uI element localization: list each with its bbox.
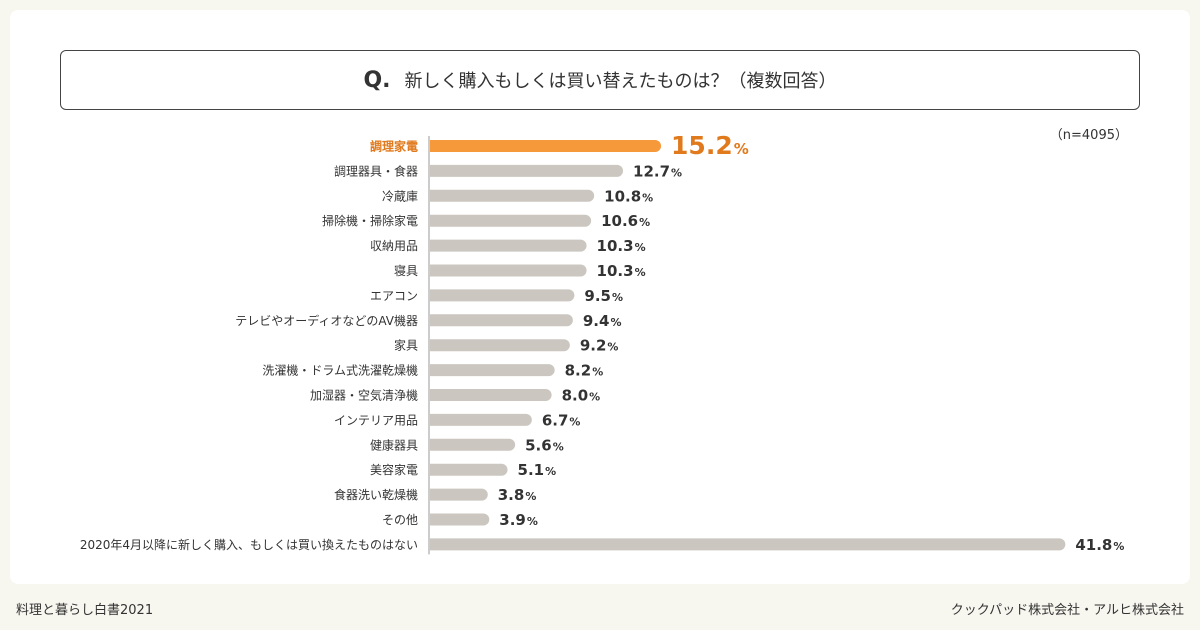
- category-label: 冷蔵庫: [382, 189, 418, 203]
- chart-card: Q. 新しく購入もしくは買い替えたものは？（複数回答） （n=4095） 調理家…: [10, 10, 1190, 584]
- bar: [430, 289, 575, 302]
- value-label: 41.8%: [1075, 536, 1124, 554]
- category-label: 洗濯機・ドラム式洗濯乾燥機: [262, 363, 418, 378]
- bar: [430, 413, 532, 426]
- bar: [430, 538, 1066, 551]
- value-label: 9.4%: [583, 312, 622, 330]
- value-label: 12.7%: [633, 162, 682, 180]
- bar: [430, 214, 592, 227]
- category-label: 美容家電: [370, 462, 418, 477]
- value-label-highlight: 15.2%: [671, 131, 749, 160]
- category-label: 家具: [394, 338, 418, 353]
- category-label: 調理器具・食器: [334, 163, 418, 178]
- sample-size: （n=4095）: [1049, 128, 1128, 143]
- bar-chart: 調理家電 15.2% 調理器具・食器 12.7% 冷蔵庫 10.8% 掃除機・掃除家電 10.…: [80, 131, 1124, 555]
- bar: [430, 389, 552, 401]
- category-label: 健康器具: [370, 437, 418, 452]
- value-label: 10.3%: [597, 262, 646, 280]
- category-label: 調理家電: [370, 139, 418, 154]
- bar: [430, 438, 516, 451]
- value-label: 3.9%: [499, 511, 538, 529]
- value-label: 5.1%: [518, 461, 557, 479]
- category-label: 加湿器・空気清浄機: [310, 388, 418, 403]
- bar: [430, 339, 570, 352]
- value-label: 8.2%: [565, 362, 604, 380]
- category-label: 2020年4月以降に新しく購入、もしくは買い換えたものはない: [80, 537, 418, 552]
- question-text: 新しく購入もしくは買い替えたものは？（複数回答）: [404, 71, 837, 92]
- source-title: 料理と暮らし白書2021: [16, 603, 154, 618]
- value-label: 10.8%: [604, 187, 653, 205]
- bar: [430, 164, 624, 177]
- category-label: 寝具: [394, 263, 418, 278]
- value-label: 9.2%: [580, 337, 619, 355]
- value-label: 3.8%: [498, 486, 537, 504]
- source-companies: クックパッド株式会社・アルヒ株式会社: [950, 603, 1184, 618]
- category-label: テレビやオーディオなどのAV機器: [235, 313, 418, 328]
- bar: [430, 189, 595, 202]
- category-label: エアコン: [370, 289, 418, 303]
- category-label: その他: [382, 513, 418, 527]
- bar: [430, 140, 662, 152]
- value-label: 10.6%: [601, 212, 650, 230]
- category-label: インテリア用品: [334, 413, 418, 427]
- value-label: 10.3%: [597, 237, 646, 255]
- bar: [430, 264, 587, 277]
- category-label: 収納用品: [370, 239, 418, 253]
- category-label: 食器洗い乾燥機: [334, 487, 418, 502]
- bar: [430, 239, 587, 252]
- bar: [430, 513, 490, 526]
- value-label: 9.5%: [584, 287, 623, 305]
- question-mark: Q.: [363, 67, 391, 93]
- question-box: Q. 新しく購入もしくは買い替えたものは？（複数回答）: [60, 50, 1140, 110]
- category-label: 掃除機・掃除家電: [322, 213, 418, 228]
- bar: [430, 364, 555, 377]
- value-label: 6.7%: [542, 411, 581, 429]
- bar: [430, 314, 573, 327]
- bar: [430, 488, 488, 501]
- value-label: 8.0%: [562, 387, 601, 405]
- value-label: 5.6%: [525, 436, 564, 454]
- bar: [430, 463, 508, 476]
